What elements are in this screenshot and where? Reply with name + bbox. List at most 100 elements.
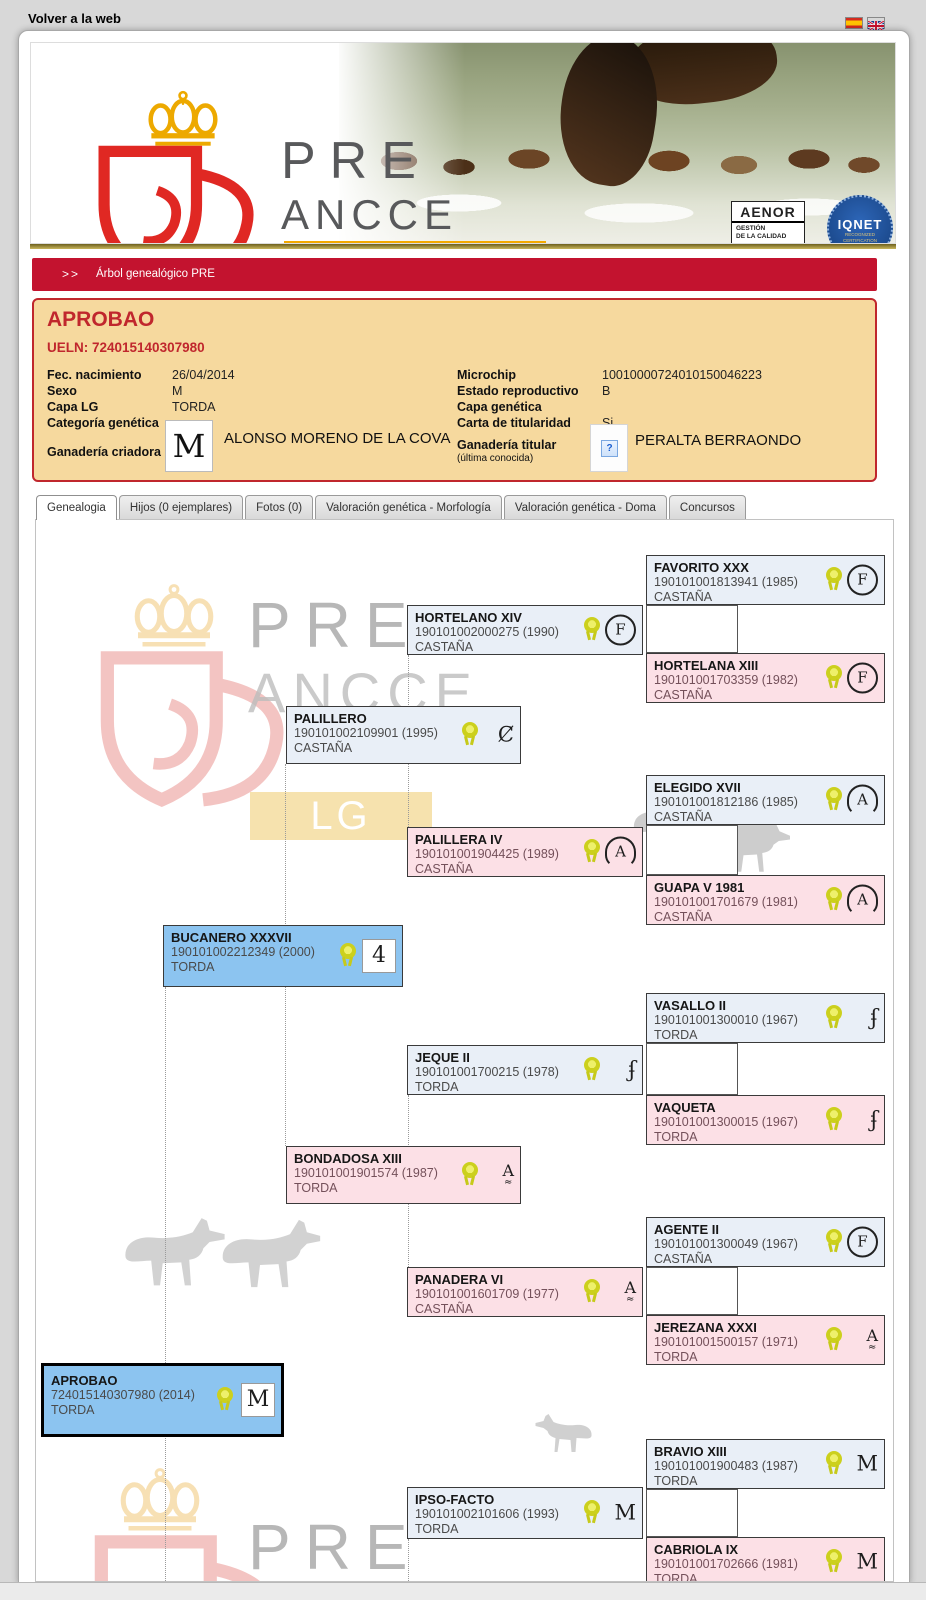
horse-coat: TORDA	[654, 1130, 698, 1144]
horse-name: VAQUETA	[654, 1100, 716, 1115]
horse-name: IPSO-FACTO	[415, 1492, 495, 1507]
iqnet-title: IQNET	[837, 217, 883, 232]
rosette-icon	[826, 887, 842, 903]
rosette-icon	[826, 1229, 842, 1245]
rosette-icon	[340, 943, 356, 959]
horse-name: PALILLERA IV	[415, 832, 503, 847]
criadora-brand-icon: M	[165, 420, 213, 472]
brand-icon: Ȼ	[497, 722, 514, 747]
horse-name: BRAVIO XIII	[654, 1444, 727, 1459]
horse-code: 190101001500157 (1971)	[654, 1335, 798, 1349]
watermark-crown-icon	[134, 584, 214, 647]
horse-name: JEREZANA XXXI	[654, 1320, 757, 1335]
horse-code: 190101002101606 (1993)	[415, 1507, 559, 1521]
rosette-icon	[584, 1500, 600, 1516]
horse-coat: TORDA	[415, 1080, 459, 1094]
horse-coat: TORDA	[294, 1181, 338, 1195]
rosette-icon	[584, 1279, 600, 1295]
titular-label: Ganadería titular	[457, 438, 557, 452]
pedigree-node-ipso-facto[interactable]: IPSO-FACTO 190101002101606 (1993) TORDA …	[407, 1487, 643, 1539]
horse-name: BONDADOSA XIII	[294, 1151, 402, 1166]
horse-coat: CASTAÑA	[415, 862, 474, 876]
brand-icon: ʄ	[870, 1005, 878, 1030]
field-label: Microchip	[457, 368, 517, 382]
horse-name: BUCANERO XXXVII	[171, 930, 292, 945]
horse-name: ELEGIDO XVII	[654, 780, 741, 795]
titular-image-placeholder[interactable]: ?	[590, 424, 628, 472]
field-label: Carta de titularidad	[457, 416, 571, 430]
brand-icon: F	[847, 1226, 878, 1258]
pedigree-node-bondadosa[interactable]: BONDADOSA XIII 190101001901574 (1987) TO…	[286, 1146, 521, 1204]
pedigree-node-palillero[interactable]: PALILLERO 190101002109901 (1995) CASTAÑA…	[286, 706, 521, 764]
pedigree-node-favorito[interactable]: FAVORITO XXX 190101001813941 (1985) CAST…	[646, 555, 885, 605]
pedigree-node-hortelana[interactable]: HORTELANA XIII 190101001703359 (1982) CA…	[646, 653, 885, 703]
rosette-icon	[826, 567, 842, 583]
pedigree-node-jerezana[interactable]: JEREZANA XXXI 190101001500157 (1971) TOR…	[646, 1315, 885, 1365]
field-label: Capa LG	[47, 400, 99, 414]
breadcrumb-label[interactable]: Árbol genealógico PRE	[96, 268, 215, 280]
back-to-web-link[interactable]: Volver a la web	[28, 11, 121, 26]
field-value: B	[602, 384, 611, 398]
footer-band	[0, 1582, 926, 1600]
brand-text-ancce: ANCCE	[281, 191, 459, 238]
connector-cell	[646, 1267, 738, 1315]
brand-icon: F	[605, 614, 636, 646]
rosette-icon	[826, 1327, 842, 1343]
pedigree-node-hortelano[interactable]: HORTELANO XIV 190101002000275 (1990) CAS…	[407, 605, 643, 655]
tab-valoracion-doma[interactable]: Valoración genética - Doma	[503, 495, 667, 519]
horse-coat: CASTAÑA	[415, 640, 474, 654]
spanish-flag-icon[interactable]	[845, 17, 863, 29]
field-value: Si	[602, 416, 614, 430]
rosette-icon	[826, 1005, 842, 1021]
pedigree-node-vasallo[interactable]: VASALLO II 190101001300010 (1967) TORDA …	[646, 993, 885, 1043]
horse-code: 190101002212349 (2000)	[171, 945, 315, 959]
brand-text-pre: PRE	[281, 132, 430, 190]
brand-icon: M	[856, 1549, 878, 1574]
horse-coat: TORDA	[171, 960, 215, 974]
horse-code: 190101001812186 (1985)	[654, 795, 798, 809]
connector-cell	[646, 1489, 738, 1537]
brand-icon: M	[614, 1500, 636, 1525]
horse-coat: CASTAÑA	[654, 810, 713, 824]
breadcrumb: >> Árbol genealógico PRE	[32, 258, 877, 291]
tab-hijos[interactable]: Hijos (0 ejemplares)	[118, 495, 244, 519]
connector-cell	[646, 1043, 738, 1095]
horse-code: 190101002109901 (1995)	[294, 726, 438, 740]
crown-logo-icon	[148, 90, 218, 146]
pedigree-node-aprobao[interactable]: APROBAO 724015140307980 (2014) TORDA M	[41, 1363, 284, 1437]
watermark-shield-icon	[94, 1535, 260, 1581]
horse-name: VASALLO II	[654, 998, 726, 1013]
pedigree-node-palillera[interactable]: PALILLERA IV 190101001904425 (1989) CAST…	[407, 827, 643, 877]
pedigree-node-panadera[interactable]: PANADERA VI 190101001601709 (1977) CASTA…	[407, 1267, 643, 1317]
uk-flag-icon[interactable]	[867, 17, 885, 33]
pedigree-node-agente[interactable]: AGENTE II 190101001300049 (1967) CASTAÑA…	[646, 1217, 885, 1267]
tab-bar: Genealogia Hijos (0 ejemplares) Fotos (0…	[36, 495, 746, 520]
horse-coat: TORDA	[654, 1474, 698, 1488]
breadcrumb-arrows: >>	[62, 267, 81, 281]
pedigree-node-bravio[interactable]: BRAVIO XIII 190101001900483 (1987) TORDA…	[646, 1439, 885, 1489]
tab-concursos[interactable]: Concursos	[668, 495, 746, 519]
horse-coat: CASTAÑA	[654, 688, 713, 702]
tab-genealogia[interactable]: Genealogia	[36, 495, 117, 520]
criadora-label: Ganadería criadora	[47, 445, 161, 459]
pedigree-node-elegido[interactable]: ELEGIDO XVII 190101001812186 (1985) CAST…	[646, 775, 885, 825]
dashed-connector	[165, 987, 166, 1363]
dashed-connector	[408, 1539, 409, 1581]
field-value: TORDA	[172, 400, 216, 414]
pedigree-node-jeque[interactable]: JEQUE II 190101001700215 (1978) TORDA ʄ	[407, 1045, 643, 1095]
tab-valoracion-morfologia[interactable]: Valoración genética - Morfología	[315, 495, 502, 519]
pedigree-node-bucanero[interactable]: BUCANERO XXXVII 190101002212349 (2000) T…	[163, 925, 403, 987]
horse-code: 190101001300049 (1967)	[654, 1237, 798, 1251]
pedigree-node-vaqueta[interactable]: VAQUETA 190101001300015 (1967) TORDA ʄ	[646, 1095, 885, 1145]
tab-fotos[interactable]: Fotos (0)	[245, 495, 314, 519]
horse-name: HORTELANO XIV	[415, 610, 522, 625]
brand-icon: A	[605, 836, 636, 868]
horse-code: 190101001300010 (1967)	[654, 1013, 798, 1027]
pedigree-node-cabriola[interactable]: CABRIOLA IX 190101001702666 (1981) TORDA…	[646, 1537, 885, 1581]
pedigree-node-guapa[interactable]: GUAPA V 1981 190101001701679 (1981) CAST…	[646, 875, 885, 925]
horse-name: JEQUE II	[415, 1050, 470, 1065]
horse-name-title: APROBAO	[47, 308, 155, 331]
gold-divider	[30, 244, 896, 249]
horse-coat: TORDA	[51, 1403, 95, 1417]
